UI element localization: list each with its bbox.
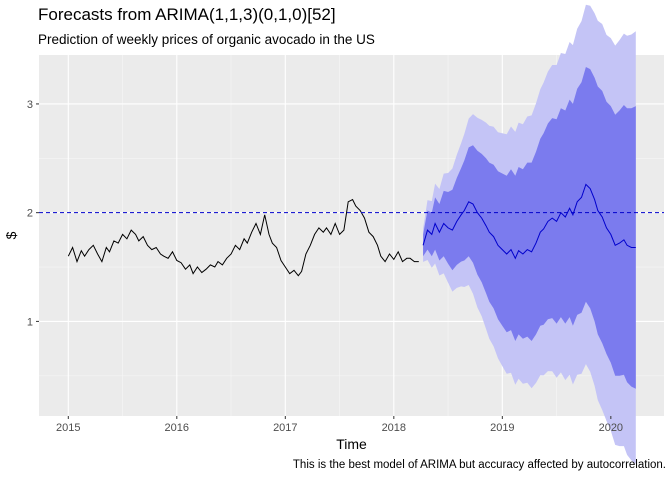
history-line xyxy=(67,198,419,277)
x-axis-label: Time xyxy=(336,436,367,452)
x-tick-label: 2020 xyxy=(599,422,623,434)
y-tick-label: 1 xyxy=(27,316,33,328)
x-tick-label: 2018 xyxy=(382,422,406,434)
x-tick-label: 2016 xyxy=(165,422,189,434)
x-tick-label: 2015 xyxy=(56,422,80,434)
x-tick-label: 2019 xyxy=(490,422,514,434)
forecast-mean-line xyxy=(422,183,636,260)
chart-subtitle: Prediction of weekly prices of organic a… xyxy=(38,32,375,47)
x-tick-label: 2017 xyxy=(273,422,297,434)
y-tick-label: 3 xyxy=(27,99,33,111)
chart-caption: This is the best model of ARIMA but accu… xyxy=(292,459,666,471)
prediction-interval-80 xyxy=(423,67,636,389)
prediction-intervals xyxy=(423,4,636,464)
axes: 2015 2016 2017 2018 2019 2020 1 2 3 xyxy=(27,99,623,434)
y-axis-label: $ xyxy=(3,231,19,239)
y-tick-label: 2 xyxy=(27,208,33,220)
series-lines xyxy=(39,183,664,277)
chart-title: Forecasts from ARIMA(1,1,3)(0,1,0)[52] xyxy=(38,5,336,24)
